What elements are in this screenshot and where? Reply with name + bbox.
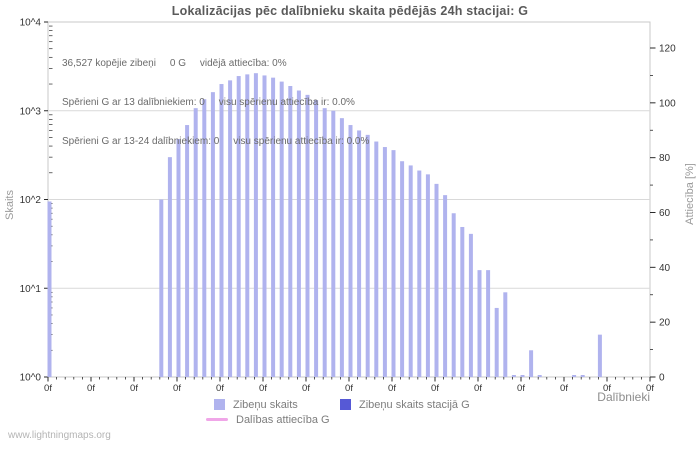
bar — [314, 100, 319, 377]
annotation-line-13-24: Spērieni G ar 13-24 dalībniekiem: 0 visu… — [62, 136, 370, 147]
bar — [468, 233, 473, 377]
legend-label: Zibeņu skaits stacijā G — [359, 398, 470, 411]
bar — [460, 226, 465, 377]
bar — [339, 118, 344, 378]
bar — [434, 183, 439, 377]
bar — [348, 125, 353, 377]
y-tick-label-left: 10^4 — [20, 18, 42, 29]
bar — [511, 375, 516, 377]
bar — [47, 201, 52, 377]
x-tick-label: 0f — [560, 383, 568, 394]
legend-item-station-strike-count: Zibeņu skaits stacijā G — [340, 398, 470, 411]
x-tick-label: 0f — [44, 383, 52, 394]
x-tick-label: 0f — [388, 383, 396, 394]
bar — [425, 174, 430, 377]
y-axis-label-left: Skaits — [4, 190, 16, 220]
bar — [185, 125, 190, 377]
y-tick-label-right: 60 — [659, 208, 671, 219]
legend-item-participation-ratio: Dalības attiecība G — [206, 413, 330, 426]
bar — [382, 147, 387, 377]
bar — [279, 81, 284, 377]
bar — [537, 375, 542, 377]
bar — [159, 199, 164, 377]
legend-swatch-station-strike-count — [340, 399, 351, 410]
bar — [597, 334, 602, 377]
bar — [391, 150, 396, 377]
bar — [167, 157, 172, 377]
y-tick-label-right: 40 — [659, 263, 671, 274]
bar — [176, 139, 181, 377]
bar — [374, 141, 379, 377]
bar — [580, 375, 585, 377]
y-tick-label-right: 80 — [659, 153, 671, 164]
y-tick-label-left: 10^2 — [20, 195, 42, 206]
bar — [228, 80, 233, 377]
bar — [253, 73, 258, 378]
x-tick-label: 0f — [173, 383, 181, 394]
annotation-line-totals: 36,527 kopējie zibeņi 0 G vidējā attiecī… — [62, 58, 287, 69]
bar — [494, 307, 499, 377]
y-tick-label-right: 0 — [659, 373, 665, 384]
x-tick-label: 0f — [345, 383, 353, 394]
bar — [305, 94, 310, 378]
bar — [271, 77, 276, 378]
x-tick-label: 0f — [302, 383, 310, 394]
y-tick-label-left: 10^0 — [20, 373, 42, 384]
y-tick-label-left: 10^3 — [20, 106, 42, 117]
chart-title: Lokalizācijas pēc dalībnieku skaita pēdē… — [171, 4, 529, 18]
bar — [322, 108, 327, 378]
bar — [503, 292, 508, 377]
x-tick-label: 0f — [259, 383, 267, 394]
x-tick-label: 0f — [130, 383, 138, 394]
x-tick-label: 0f — [216, 383, 224, 394]
y-tick-label-left: 10^1 — [20, 284, 42, 295]
bar — [219, 84, 224, 378]
bar — [417, 170, 422, 377]
bar — [529, 350, 534, 377]
bar — [236, 76, 241, 378]
bar — [331, 110, 336, 377]
y-tick-label-right: 120 — [659, 44, 676, 55]
legend-label: Zibeņu skaits — [233, 398, 298, 411]
legend-item-strike-count: Zibeņu skaits — [214, 398, 298, 411]
y-tick-label-right: 100 — [659, 98, 676, 109]
bar — [193, 108, 198, 378]
bar — [210, 92, 215, 377]
legend-swatch-participation-ratio — [206, 418, 228, 421]
x-tick-label: 0f — [431, 383, 439, 394]
bar — [262, 75, 267, 377]
y-tick-label-right: 20 — [659, 318, 671, 329]
x-tick-label: 0f — [517, 383, 525, 394]
bar — [486, 270, 491, 377]
y-axis-label-right: Attiecība [%] — [684, 163, 696, 225]
bar — [400, 161, 405, 377]
bar — [365, 134, 370, 377]
annotation-block: 36,527 kopējie zibeņi 0 G vidējā attiecī… — [62, 31, 369, 174]
bar — [520, 375, 525, 377]
annotation-line-13: Spērieni G ar 13 dalībniekiem: 0 visu sp… — [62, 97, 355, 108]
legend-label: Dalības attiecība G — [236, 413, 330, 426]
bar — [202, 99, 207, 378]
bar — [572, 375, 577, 377]
legend-swatch-strike-count — [214, 399, 225, 410]
x-tick-label: 0f — [87, 383, 95, 394]
bar — [357, 130, 362, 377]
x-tick-label: 0f — [603, 383, 611, 394]
x-tick-label: 0f — [474, 383, 482, 394]
bar — [245, 74, 250, 377]
bar — [296, 90, 301, 377]
site-watermark: www.lightningmaps.org — [8, 430, 111, 441]
bar — [451, 213, 456, 377]
bar — [408, 165, 413, 377]
bar — [288, 86, 293, 377]
x-axis-label: Dalībnieki — [597, 390, 650, 404]
bar — [443, 195, 448, 377]
x-tick-label: 0f — [646, 383, 654, 394]
bar — [477, 270, 482, 377]
